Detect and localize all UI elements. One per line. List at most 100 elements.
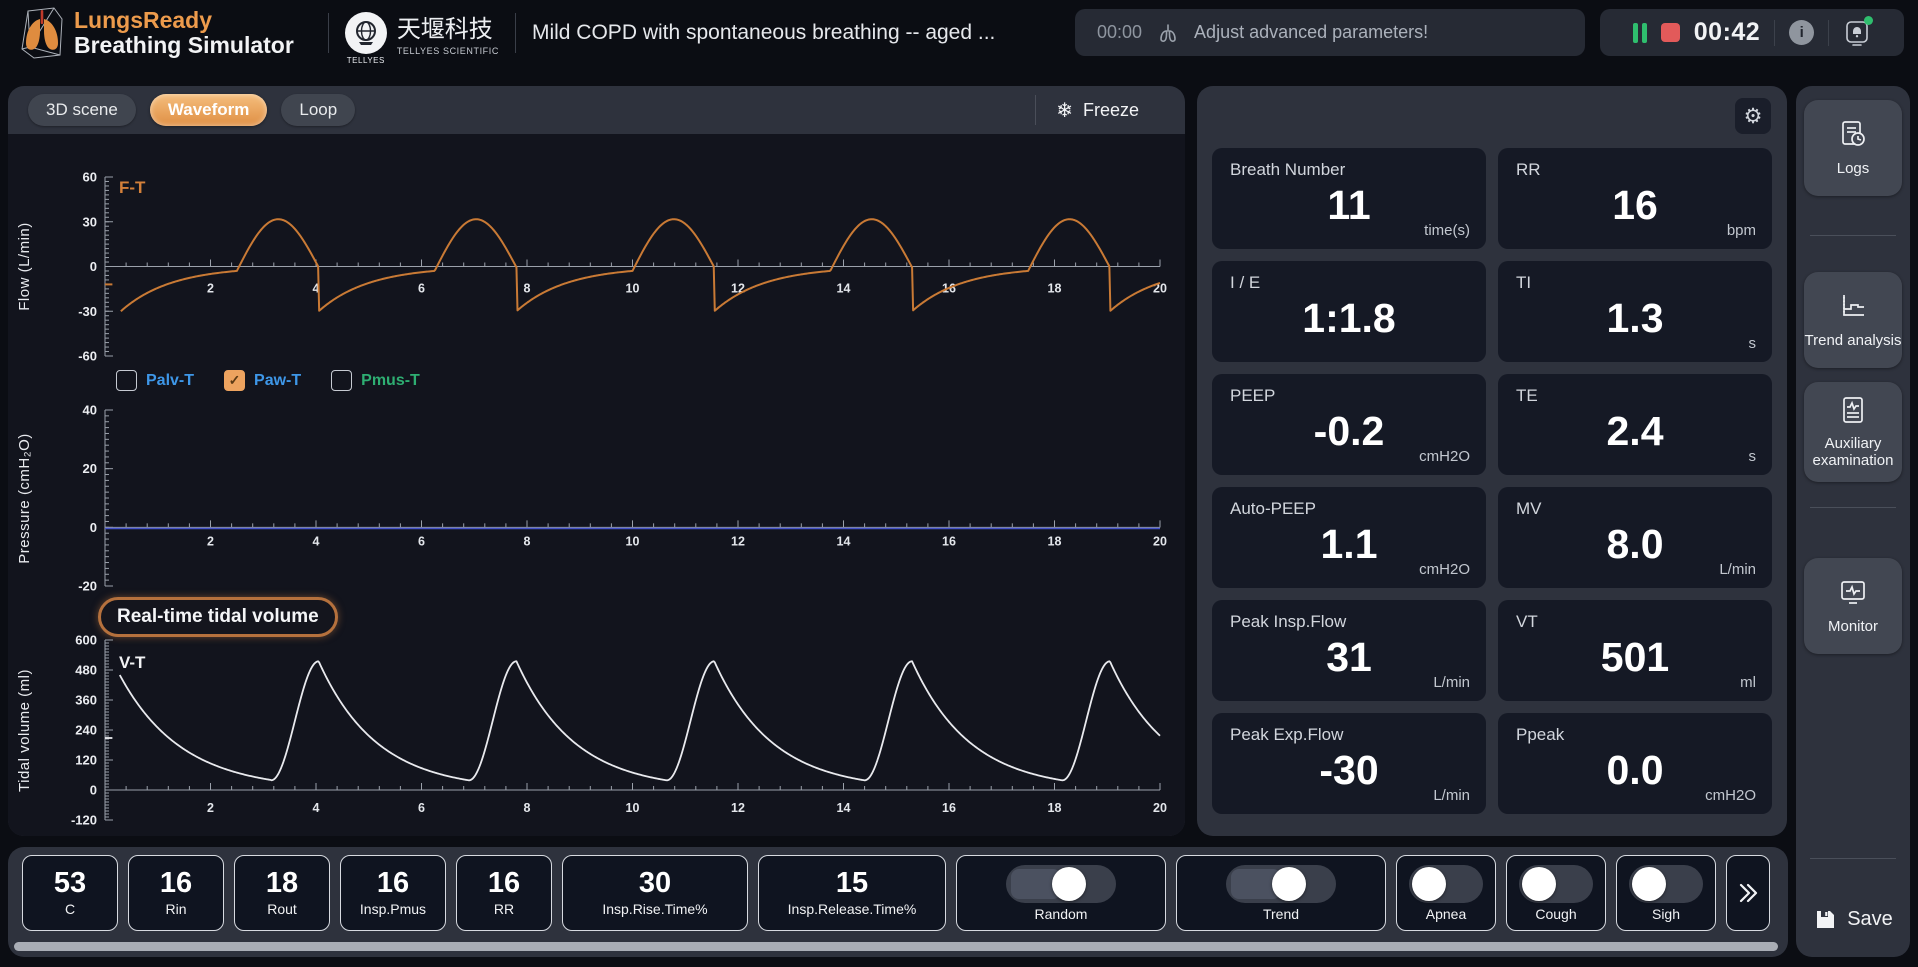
svg-text:2: 2 — [207, 534, 214, 548]
toggle-switch[interactable] — [1629, 864, 1703, 903]
svg-text:6: 6 — [418, 534, 425, 548]
metric-unit: bpm — [1726, 222, 1756, 239]
session-controls: 00:42 i — [1600, 9, 1904, 56]
svg-text:0: 0 — [90, 259, 97, 274]
notice-text: Adjust advanced parameters! — [1194, 22, 1429, 42]
svg-text:20: 20 — [1153, 801, 1167, 815]
svg-text:8: 8 — [524, 282, 531, 296]
toggle-card-random[interactable]: Random — [956, 855, 1166, 931]
toggle-switch[interactable] — [1006, 864, 1116, 903]
metric-label: VT — [1516, 612, 1538, 631]
svg-text:10: 10 — [626, 534, 640, 548]
checkbox-paw-t[interactable]: ✓ Paw-T — [224, 370, 301, 391]
metric-card-te: TE 2.4 s — [1498, 374, 1772, 475]
toggle-label: Random — [1034, 905, 1088, 922]
svg-text:4: 4 — [313, 282, 320, 296]
metric-label: Breath Number — [1230, 160, 1346, 179]
checkbox-checked-icon: ✓ — [224, 370, 246, 391]
toggle-card-sigh[interactable]: Sigh — [1616, 855, 1716, 931]
sidebar-button-label: Monitor — [1827, 617, 1879, 635]
top-bar: LungsReady Breathing Simulator TELLYES 天… — [0, 0, 1918, 65]
snowflake-icon: ❄ — [1056, 99, 1073, 122]
tab-3d-scene[interactable]: 3D scene — [28, 94, 136, 126]
param-card-c[interactable]: 53 C — [22, 855, 118, 931]
stop-icon[interactable] — [1660, 23, 1680, 42]
metrics-grid: Breath Number 11 time(s) RR 16 bpm I / E 1:1.8 T… — [1212, 148, 1772, 814]
param-label: Insp.Rise.Time% — [602, 901, 708, 917]
toggle-knob — [1412, 866, 1446, 901]
param-value: 16 — [487, 867, 521, 899]
gear-icon[interactable]: ⚙ — [1735, 98, 1771, 134]
param-value: 18 — [265, 867, 299, 899]
brand-avatar-caption: TELLYES — [346, 55, 385, 65]
expand-more-button[interactable] — [1726, 855, 1770, 931]
toggle-knob — [1052, 866, 1086, 901]
metric-card-peak-insp-flow: Peak Insp.Flow 31 L/min — [1212, 600, 1486, 701]
svg-text:14: 14 — [837, 282, 851, 296]
divider — [327, 12, 329, 53]
brand-names: 天堰科技 TELLYES SCIENTIFIC — [397, 9, 499, 56]
svg-text:240: 240 — [75, 723, 97, 738]
sidebar-button-monitor[interactable]: Monitor — [1804, 558, 1902, 654]
toggle-card-trend[interactable]: Trend — [1176, 855, 1386, 931]
metric-card-mv: MV 8.0 L/min — [1498, 487, 1772, 588]
param-card-insp-rise-time-[interactable]: 30 Insp.Rise.Time% — [562, 855, 748, 931]
freeze-button[interactable]: ❄ Freeze — [1056, 98, 1139, 123]
info-icon[interactable]: i — [1789, 20, 1815, 45]
checkbox-label: Palv-T — [146, 371, 195, 389]
metric-value: 1.1 — [1320, 521, 1378, 567]
svg-text:F-T: F-T — [119, 178, 146, 197]
svg-text:18: 18 — [1048, 282, 1062, 296]
toggle-switch[interactable] — [1226, 864, 1336, 903]
param-card-insp-pmus[interactable]: 16 Insp.Pmus — [340, 855, 446, 931]
metrics-panel: ⚙ Breath Number 11 time(s) RR 16 bpm I / E 1:1.… — [1197, 86, 1787, 836]
metric-value: 2.4 — [1606, 408, 1664, 454]
svg-text:6: 6 — [418, 282, 425, 296]
notice-banner[interactable]: 00:00 Adjust advanced parameters! — [1075, 9, 1585, 56]
metric-card-ti: TI 1.3 s — [1498, 261, 1772, 362]
toggle-knob — [1272, 866, 1306, 901]
volume-axis-label: Tidal volume (ml) — [15, 668, 33, 792]
divider — [1810, 858, 1896, 859]
toggle-label: Apnea — [1425, 905, 1467, 922]
metric-unit: s — [1748, 335, 1757, 352]
toggle-knob — [1522, 866, 1556, 901]
session-timer: 00:42 — [1693, 18, 1761, 46]
horizontal-scrollbar[interactable] — [14, 942, 1778, 951]
metric-card-i-e: I / E 1:1.8 — [1212, 261, 1486, 362]
toggle-card-apnea[interactable]: Apnea — [1396, 855, 1496, 931]
metric-value: 11 — [1327, 182, 1371, 228]
metric-card-peak-exp-flow: Peak Exp.Flow -30 L/min — [1212, 713, 1486, 814]
metric-card-auto-peep: Auto-PEEP 1.1 cmH2O — [1212, 487, 1486, 588]
pause-icon[interactable] — [1632, 22, 1647, 43]
device-notification-icon[interactable] — [1843, 15, 1874, 47]
tab-waveform[interactable]: Waveform — [149, 94, 268, 126]
toggle-switch[interactable] — [1519, 864, 1593, 903]
param-card-insp-release-time-[interactable]: 15 Insp.Release.Time% — [758, 855, 946, 931]
tab-loop[interactable]: Loop — [281, 94, 356, 126]
metric-value: 16 — [1612, 182, 1658, 228]
param-card-rout[interactable]: 18 Rout — [234, 855, 330, 931]
parameter-bar: 53 C 16 Rin 18 Rout 16 Insp.Pmus 16 RR 30 Insp.Rise… — [8, 847, 1788, 957]
metric-value: -0.2 — [1313, 408, 1385, 454]
param-card-rr[interactable]: 16 RR — [456, 855, 552, 931]
toggle-card-cough[interactable]: Cough — [1506, 855, 1606, 931]
toggle-switch[interactable] — [1409, 864, 1483, 903]
param-card-rin[interactable]: 16 Rin — [128, 855, 224, 931]
sidebar-button-auxiliary-examination[interactable]: Auxiliary examination — [1804, 382, 1902, 482]
parameter-controls: 53 C 16 Rin 18 Rout 16 Insp.Pmus 16 RR 30 Insp.Rise… — [22, 855, 1770, 931]
divider — [1828, 19, 1830, 46]
svg-text:0: 0 — [90, 520, 97, 535]
metric-label: MV — [1516, 499, 1542, 518]
checkbox-palv-t[interactable]: Palv-T — [116, 370, 194, 391]
metric-label: I / E — [1230, 273, 1261, 292]
checkbox-pmus-t[interactable]: Pmus-T — [331, 370, 420, 391]
svg-text:480: 480 — [75, 663, 97, 678]
param-label: Insp.Release.Time% — [787, 901, 917, 917]
sidebar-button-logs[interactable]: Logs — [1804, 100, 1902, 196]
metric-label: Ppeak — [1516, 725, 1565, 744]
save-button[interactable]: Save — [1796, 907, 1910, 931]
param-value: 15 — [835, 867, 869, 899]
sidebar-button-trend-analysis[interactable]: Trend analysis — [1804, 272, 1902, 368]
